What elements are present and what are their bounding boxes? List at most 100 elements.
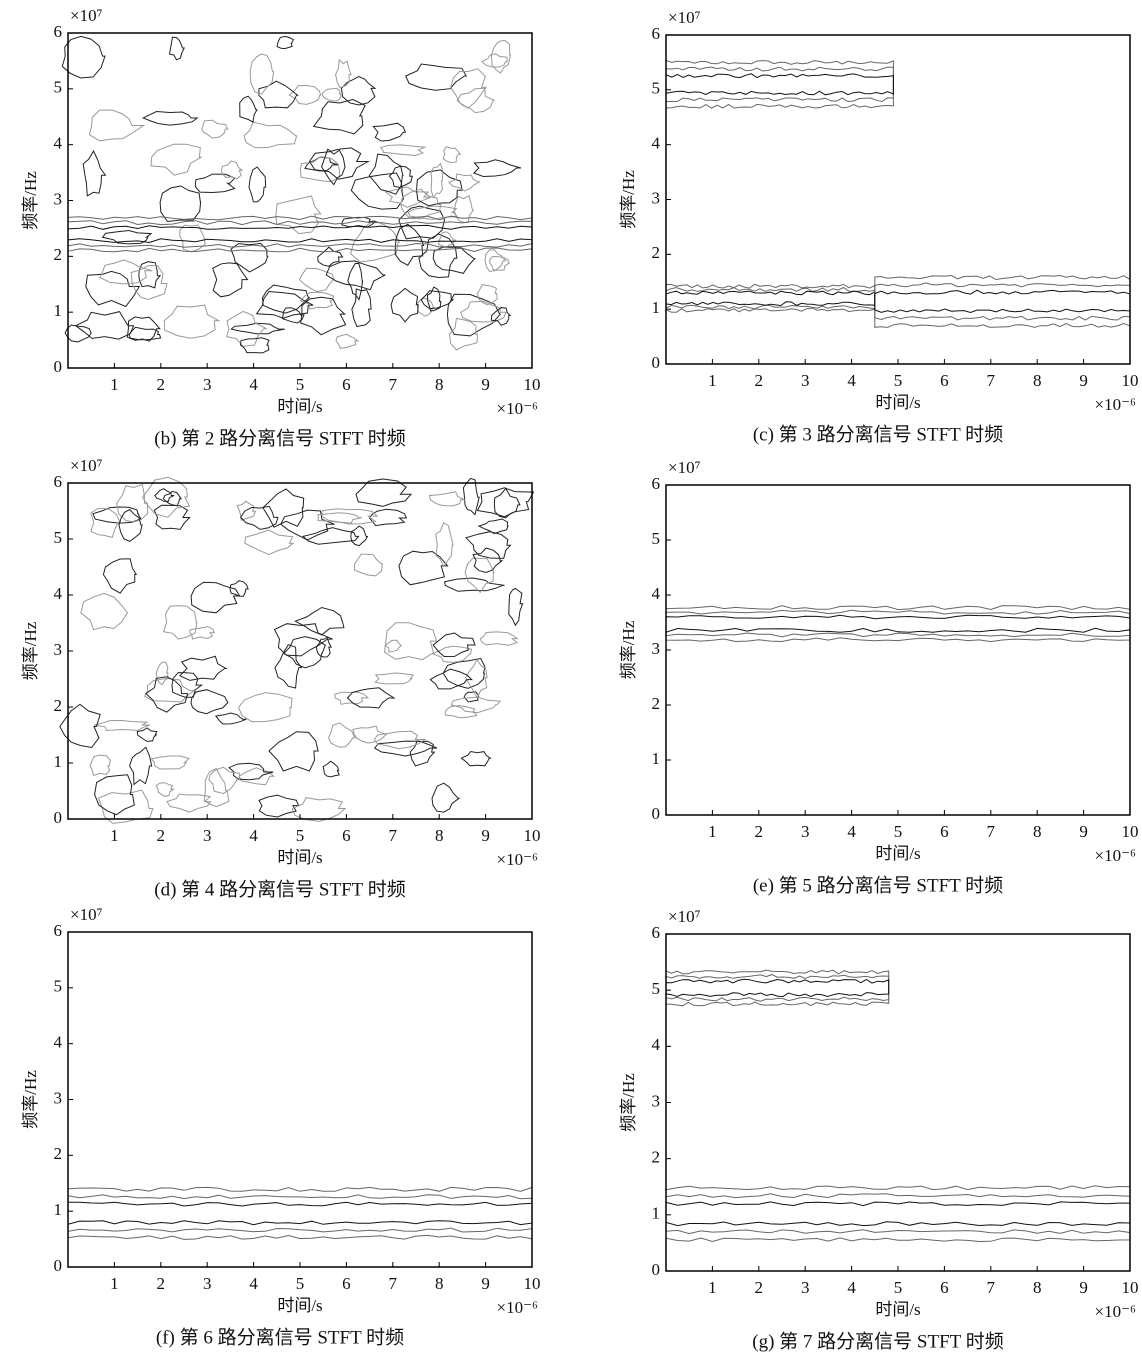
contour-line: [372, 122, 407, 142]
x-tick-label: 3: [203, 1274, 212, 1293]
contour-line: [230, 322, 285, 335]
contour-line: [325, 260, 386, 291]
x-tick-label: 6: [940, 822, 949, 841]
y-tick-label: 5: [652, 529, 661, 548]
contour-line: [102, 558, 138, 594]
x-label: 时间/s: [875, 844, 920, 863]
contour-line: [450, 696, 502, 714]
contour-line: [299, 156, 341, 183]
x-tick-label: 7: [987, 371, 996, 390]
contour-line: [130, 264, 168, 301]
x-tick-label: 2: [157, 826, 166, 845]
x-tick-label: 10: [1122, 371, 1139, 390]
contour-line: [258, 80, 299, 109]
x-offset: ×10⁻⁶: [497, 1298, 539, 1317]
y-tick-label: 2: [652, 1148, 661, 1167]
x-label: 时间/s: [875, 1300, 920, 1319]
contour-line: [258, 794, 300, 818]
x-tick-label: 6: [342, 826, 351, 845]
y-tick-label: 3: [652, 1091, 661, 1110]
contour-line: [442, 657, 486, 689]
x-tick-label: 8: [435, 375, 444, 394]
contour-line: [280, 509, 335, 541]
contour-line: [350, 172, 404, 210]
x-tick-label: 5: [296, 826, 305, 845]
contour-line: [418, 233, 458, 279]
contour-line: [189, 626, 215, 640]
x-tick-label: 3: [801, 1278, 810, 1297]
contour-line: [442, 146, 462, 164]
y-tick-label: 3: [54, 640, 63, 659]
contour-line: [398, 205, 446, 240]
x-tick-label: 1: [708, 1278, 717, 1297]
y-tick-label: 0: [652, 804, 661, 823]
contour-line: [244, 529, 295, 556]
y-tick-label: 2: [652, 243, 661, 262]
contour-line: [479, 631, 519, 646]
y-tick-label: 3: [54, 189, 63, 208]
contour-line: [368, 153, 404, 195]
x-offset: ×10⁻⁶: [497, 850, 539, 869]
x-tick-label: 10: [524, 826, 541, 845]
x-tick-label: 8: [1033, 1278, 1042, 1297]
x-tick-label: 5: [296, 375, 305, 394]
contour-line: [351, 288, 372, 328]
contour-band: [665, 614, 1131, 633]
y-tick-label: 0: [54, 808, 63, 827]
contour-line: [89, 754, 111, 777]
contour-line: [484, 249, 507, 272]
x-label: 时间/s: [277, 397, 322, 416]
contour-line: [321, 508, 379, 525]
contour-line: [190, 689, 229, 715]
x-tick-label: 6: [342, 375, 351, 394]
contour-line: [268, 731, 319, 772]
contour-line: [236, 500, 257, 521]
y-tick-label: 6: [652, 923, 661, 942]
contour-line: [208, 766, 240, 795]
caption: (d) 第 4 路分离信号 STFT 时频: [154, 878, 405, 900]
contour-line: [444, 577, 505, 592]
x-tick-label: 9: [1079, 822, 1088, 841]
contour-line: [394, 223, 425, 266]
x-tick-label: 1: [708, 371, 717, 390]
contour-line: [388, 165, 414, 189]
x-tick-label: 1: [708, 822, 717, 841]
caption: (f) 第 6 路分离信号 STFT 时频: [156, 1326, 404, 1348]
contour-line: [162, 605, 198, 640]
contour-line: [298, 267, 335, 293]
y-tick-label: 3: [54, 1088, 63, 1107]
x-tick-label: 5: [894, 822, 903, 841]
contour-band: [665, 609, 1131, 638]
caption: (c) 第 3 路分离信号 STFT 时频: [753, 423, 1003, 445]
contour-band: [665, 1201, 1131, 1227]
contour-line: [472, 547, 504, 574]
contour-line: [166, 793, 212, 813]
y-tick-label: 6: [652, 24, 661, 43]
y-label: 频率/Hz: [619, 620, 638, 679]
y-tick-label: 1: [54, 752, 63, 771]
contour-line: [315, 636, 333, 658]
contour-line: [472, 159, 522, 178]
x-tick-label: 6: [940, 1278, 949, 1297]
y-tick-label: 4: [54, 134, 63, 153]
contour-line: [128, 326, 162, 341]
contour-line: [460, 300, 507, 323]
x-tick-label: 6: [342, 1274, 351, 1293]
y-tick-label: 6: [54, 921, 63, 940]
contour-line: [426, 286, 442, 312]
contour-line: [374, 672, 415, 685]
x-tick-label: 10: [524, 1274, 541, 1293]
contour-line: [249, 53, 275, 95]
contour-band: [874, 282, 1131, 321]
y-offset: ×10⁷: [668, 458, 701, 477]
contour-line: [288, 84, 322, 105]
contour-line: [346, 687, 396, 709]
contour-band: [665, 59, 894, 109]
contour-line: [335, 58, 352, 89]
contour-line: [350, 219, 401, 263]
y-tick-label: 5: [54, 78, 63, 97]
contour-line: [373, 730, 427, 750]
plot-frame: [665, 484, 1131, 816]
contour-line: [239, 95, 258, 123]
contour-line: [384, 639, 403, 653]
